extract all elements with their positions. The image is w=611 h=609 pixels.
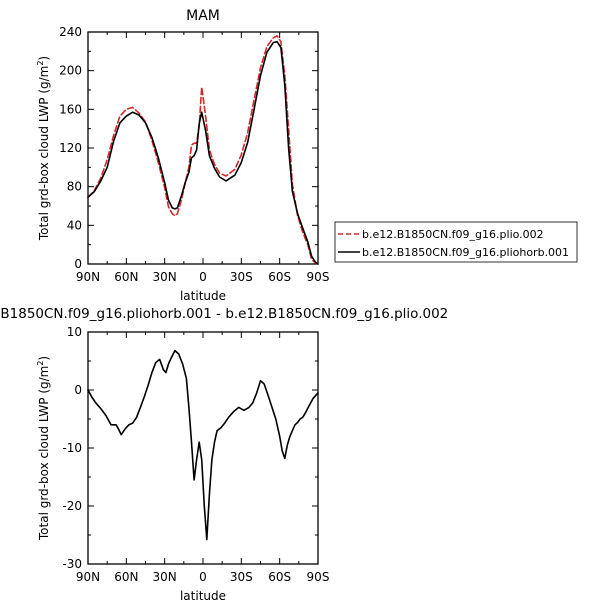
top-y-label-text: Total grd-box cloud LWP (g/m [37, 66, 51, 241]
y-tick-label: 200 [59, 64, 82, 78]
x-tick-label: 30S [230, 570, 253, 584]
bottom-series-lines [87, 349, 319, 541]
top-axis-ticks: 90N 60N 30N 0 30S 60S 90S 0 40 80 120 160 200 240 [59, 25, 329, 284]
x-tick-label: 90S [307, 570, 330, 584]
legend-label-pliohorb: b.e12.B1850CN.f09_g16.pliohorb.001 [362, 246, 569, 259]
top-y-label-end: ) [37, 56, 51, 61]
x-tick-label: 60S [268, 570, 291, 584]
y-tick-label: -30 [62, 557, 82, 571]
x-tick-label: 60N [114, 270, 138, 284]
series-line-1-0 [87, 349, 319, 541]
top-x-axis-label: latitude [180, 289, 226, 303]
y-tick-label: 120 [59, 141, 82, 155]
bottom-axis-ticks: 90N 60N 30N 0 30S 60S 90S -30 -20 -10 0 10 [62, 325, 329, 584]
y-tick-label: 160 [59, 102, 82, 116]
top-series-lines [87, 35, 319, 265]
bottom-plot-frame [87, 331, 319, 565]
bottom-panel: b.e12.B1850CN.f09_g16.pliohorb.001 - b.e… [0, 306, 448, 603]
y-tick-label: 40 [67, 218, 82, 232]
x-tick-label: 30N [153, 270, 177, 284]
bottom-y-label-text: Total grd-box cloud LWP (g/m [37, 366, 51, 541]
bottom-chart-title: b.e12.B1850CN.f09_g16.pliohorb.001 - b.e… [0, 306, 448, 322]
y-tick-label: 80 [67, 180, 82, 194]
y-tick-label: 240 [59, 25, 82, 39]
x-tick-label: 90N [76, 570, 100, 584]
x-tick-label: 90N [76, 270, 100, 284]
series-line-0-1 [87, 40, 319, 265]
x-tick-label: 30N [153, 570, 177, 584]
bottom-y-label-end: ) [37, 356, 51, 361]
top-y-label-sup: 2 [36, 61, 45, 66]
top-panel: MAM 90N 60N 30N 0 30S 60S 90S 0 40 80 120 160 200 240… [36, 8, 329, 303]
x-tick-label: 60S [268, 270, 291, 284]
legend-box [334, 221, 578, 263]
x-tick-label: 90S [307, 270, 330, 284]
legend: b.e12.B1850CN.f09_g16.plio.002 b.e12.B18… [334, 221, 578, 263]
top-y-axis-label: Total grd-box cloud LWP (g/m2) [36, 56, 51, 241]
y-tick-label: -10 [62, 441, 82, 455]
bottom-y-label-sup: 2 [36, 361, 45, 366]
legend-label-plio: b.e12.B1850CN.f09_g16.plio.002 [362, 228, 544, 241]
x-tick-label: 60N [114, 570, 138, 584]
bottom-y-axis-label: Total grd-box cloud LWP (g/m2) [36, 356, 51, 541]
x-tick-label: 30S [230, 270, 253, 284]
y-tick-label: 0 [74, 257, 82, 271]
x-tick-label: 0 [199, 270, 207, 284]
y-tick-label: -20 [62, 499, 82, 513]
top-chart-title: MAM [186, 8, 220, 24]
y-tick-label: 0 [74, 383, 82, 397]
x-tick-label: 0 [199, 570, 207, 584]
y-tick-label: 10 [67, 325, 82, 339]
bottom-x-axis-label: latitude [180, 589, 226, 603]
